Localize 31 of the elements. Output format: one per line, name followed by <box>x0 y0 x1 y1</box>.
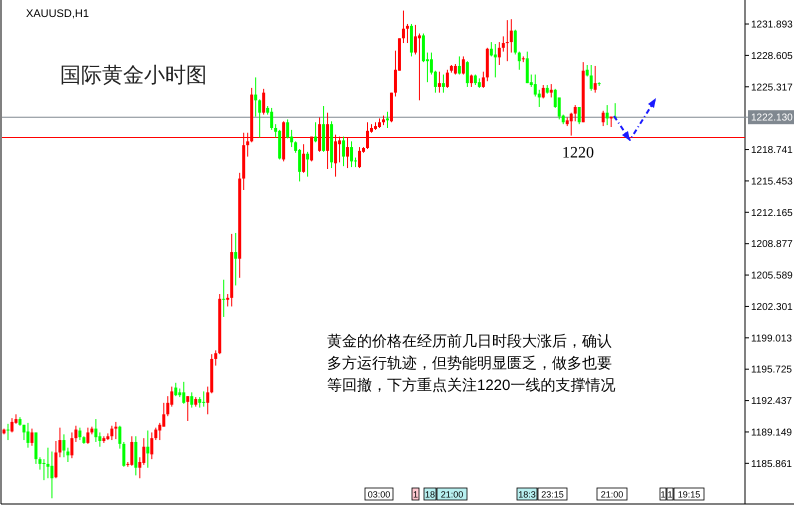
y-tick-label: 1208.877 <box>751 239 794 250</box>
y-tick-label: 1205.589 <box>751 270 794 282</box>
annotation: 21:00 <box>440 490 464 500</box>
y-tick-label: 1192.437 <box>751 396 792 408</box>
ref-line-label: 1222.130 <box>751 112 794 124</box>
annotation: 23:15 <box>541 490 564 500</box>
annotation: 等回撤，下方重点关注1220一线的支撑情况 <box>327 377 616 394</box>
annotation: 黄金的价格在经历前几日时段大涨后，确认 <box>327 333 612 350</box>
text: XAUUSD,H1 <box>26 8 89 20</box>
annotation: 1 <box>660 490 666 500</box>
y-tick-label: 1202.301 <box>751 302 794 313</box>
annotation: 21:00 <box>600 490 624 500</box>
annotation: 1 <box>667 490 673 500</box>
text: 国际黄金小时图 <box>60 64 207 87</box>
y-tick-label: 1231.893 <box>751 20 794 31</box>
annotation: 19:15 <box>678 490 700 500</box>
y-tick-label: 1225.317 <box>751 82 794 94</box>
annotation: 03:00 <box>368 490 390 500</box>
annotation: 18 <box>424 490 436 500</box>
y-tick-label: 1199.013 <box>751 333 792 344</box>
y-tick-label: 1189.149 <box>751 427 792 438</box>
y-tick-label: 1228.605 <box>751 50 794 62</box>
y-tick-label: 1215.453 <box>751 176 794 188</box>
y-tick-label: 1185.861 <box>751 458 792 470</box>
y-tick-label: 1218.741 <box>751 145 794 156</box>
annotation: 1 <box>412 490 418 500</box>
annotation: 18:3 <box>518 490 536 500</box>
y-tick-label: 1212.165 <box>751 208 794 219</box>
y-tick-label: 1195.725 <box>751 364 792 376</box>
ref-line-label: 1220 <box>562 144 594 162</box>
annotation: 多方运行轨迹，但势能明显匮乏，做多也要 <box>327 355 612 372</box>
